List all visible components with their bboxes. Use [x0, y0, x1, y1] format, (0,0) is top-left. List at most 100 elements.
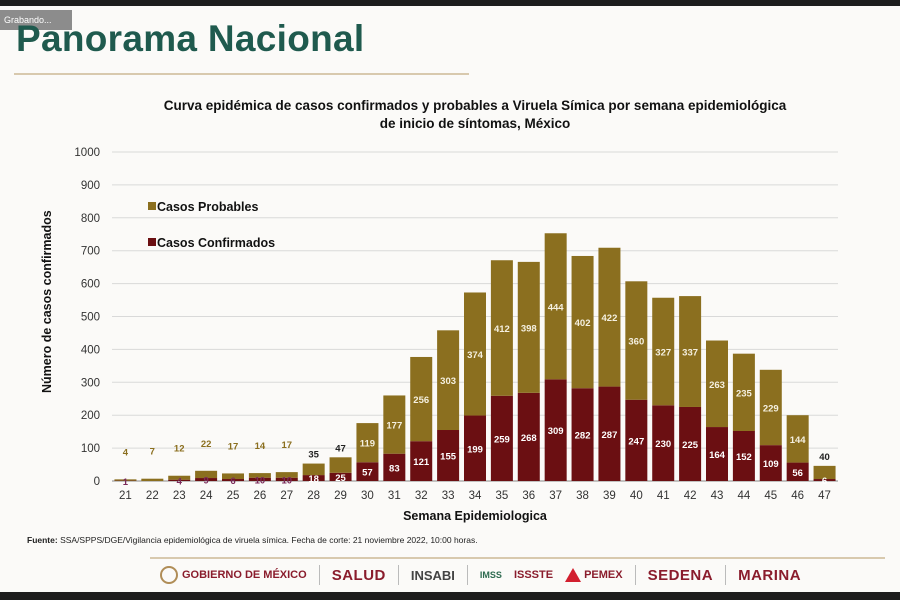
y-tick-label: 200 — [81, 410, 100, 422]
x-tick-label: 22 — [146, 490, 159, 502]
data-label-confirmados: 282 — [575, 431, 591, 442]
bar-probables — [222, 473, 244, 480]
x-tick-label: 36 — [522, 490, 535, 502]
data-label-confirmados: 4 — [177, 476, 183, 487]
x-tick-label: 30 — [361, 490, 374, 502]
x-tick-label: 31 — [388, 490, 401, 502]
data-label-confirmados: 25 — [335, 473, 346, 484]
data-label-probables: 422 — [602, 313, 618, 324]
bar-probables — [517, 261, 540, 393]
bar-probables — [437, 330, 460, 431]
bar-probables — [732, 353, 755, 431]
data-label-confirmados: 18 — [308, 474, 319, 485]
logo-separator — [725, 565, 727, 585]
data-label-probables: 4 — [123, 447, 129, 458]
bar-probables — [329, 457, 352, 473]
bar-confirmados — [410, 441, 433, 481]
logo-pemex: PEMEX — [565, 568, 623, 582]
data-label-confirmados: 164 — [709, 450, 726, 461]
x-tick-label: 28 — [307, 490, 320, 502]
data-label-probables: 144 — [790, 435, 807, 446]
title-divider — [14, 73, 469, 75]
bar-probables — [410, 356, 433, 442]
data-label-probables: 360 — [628, 337, 644, 348]
legend-label: Casos Probables — [157, 200, 258, 214]
data-label-probables: 40 — [819, 452, 830, 463]
bar-confirmados — [625, 399, 648, 481]
x-tick-label: 27 — [280, 490, 293, 502]
bar-confirmados — [248, 477, 271, 481]
bar-probables — [195, 470, 218, 479]
data-label-probables: 263 — [709, 380, 725, 391]
data-label-probables: 22 — [201, 439, 212, 450]
logo-imss: IMSS — [479, 570, 502, 580]
bar-probables — [275, 472, 298, 478]
logo-sedena: SEDENA — [647, 566, 714, 584]
bar-probables — [706, 340, 728, 428]
bar-confirmados — [222, 479, 244, 481]
data-label-confirmados: 57 — [362, 468, 373, 479]
data-label-probables: 235 — [736, 388, 753, 399]
bar-probables — [679, 296, 702, 407]
bar-probables — [544, 233, 567, 380]
data-label-confirmados: 259 — [494, 434, 510, 445]
bar-confirmados — [732, 430, 755, 481]
x-tick-label: 29 — [334, 490, 347, 502]
data-label-probables: 17 — [228, 441, 239, 452]
bar-confirmados — [786, 462, 809, 481]
bar-probables — [464, 292, 486, 416]
bar-probables — [302, 463, 325, 476]
x-tick-label: 37 — [549, 490, 562, 502]
data-label-probables: 402 — [575, 318, 591, 329]
x-tick-label: 35 — [495, 490, 508, 502]
bar-confirmados — [275, 477, 298, 481]
y-tick-label: 100 — [81, 443, 100, 455]
x-tick-label: 24 — [200, 490, 213, 502]
bar-probables — [652, 297, 675, 406]
data-label-confirmados: 109 — [763, 459, 779, 470]
bar-confirmados — [302, 475, 325, 481]
data-label-confirmados: 83 — [389, 463, 400, 474]
seal-icon — [160, 566, 178, 584]
x-tick-label: 33 — [442, 490, 455, 502]
y-tick-label: 800 — [81, 213, 100, 225]
bar-confirmados — [329, 472, 352, 481]
bar-confirmados — [759, 445, 782, 481]
bottom-bar — [0, 592, 900, 600]
logo-separator — [466, 565, 468, 585]
bar-confirmados — [679, 406, 702, 481]
data-label-confirmados: 287 — [602, 430, 618, 441]
data-label-confirmados: 121 — [413, 457, 430, 468]
y-tick-label: 500 — [81, 312, 100, 324]
data-label-probables: 14 — [255, 441, 266, 452]
logo-issste: ISSSTE — [513, 569, 554, 581]
bar-confirmados — [706, 427, 728, 481]
data-label-probables: 337 — [682, 348, 698, 359]
bar-probables — [571, 255, 594, 389]
bar-probables — [141, 478, 164, 481]
x-tick-label: 41 — [657, 490, 670, 502]
bar-probables — [813, 465, 836, 480]
institution-logos: GOBIERNO DE MÉXICO SALUD INSABI IMSS ISS… — [160, 562, 801, 588]
x-tick-label: 45 — [764, 490, 777, 502]
data-label-probables: 412 — [494, 324, 510, 335]
x-tick-label: 44 — [737, 490, 750, 502]
data-label-confirmados: 247 — [628, 436, 644, 447]
data-label-probables: 374 — [467, 350, 484, 361]
data-label-confirmados: 155 — [440, 452, 457, 463]
bar-confirmados — [356, 462, 379, 481]
data-label-probables: 256 — [413, 395, 429, 406]
data-label-confirmados: 9 — [203, 476, 208, 487]
source-note: Fuente: SSA/SPPS/DGE/Vigilancia epidemio… — [27, 535, 478, 545]
bar-confirmados — [517, 392, 540, 481]
x-tick-label: 43 — [711, 490, 724, 502]
data-label-probables: 119 — [360, 439, 375, 450]
y-tick-label: 1000 — [74, 147, 100, 159]
x-tick-label: 23 — [173, 490, 186, 502]
data-label-probables: 229 — [763, 403, 779, 414]
logo-separator — [397, 565, 399, 585]
data-label-confirmados: 268 — [521, 433, 537, 444]
source-text: SSA/SPPS/DGE/Vigilancia epidemiológica d… — [57, 535, 478, 545]
data-label-confirmados: 10 — [255, 475, 266, 486]
